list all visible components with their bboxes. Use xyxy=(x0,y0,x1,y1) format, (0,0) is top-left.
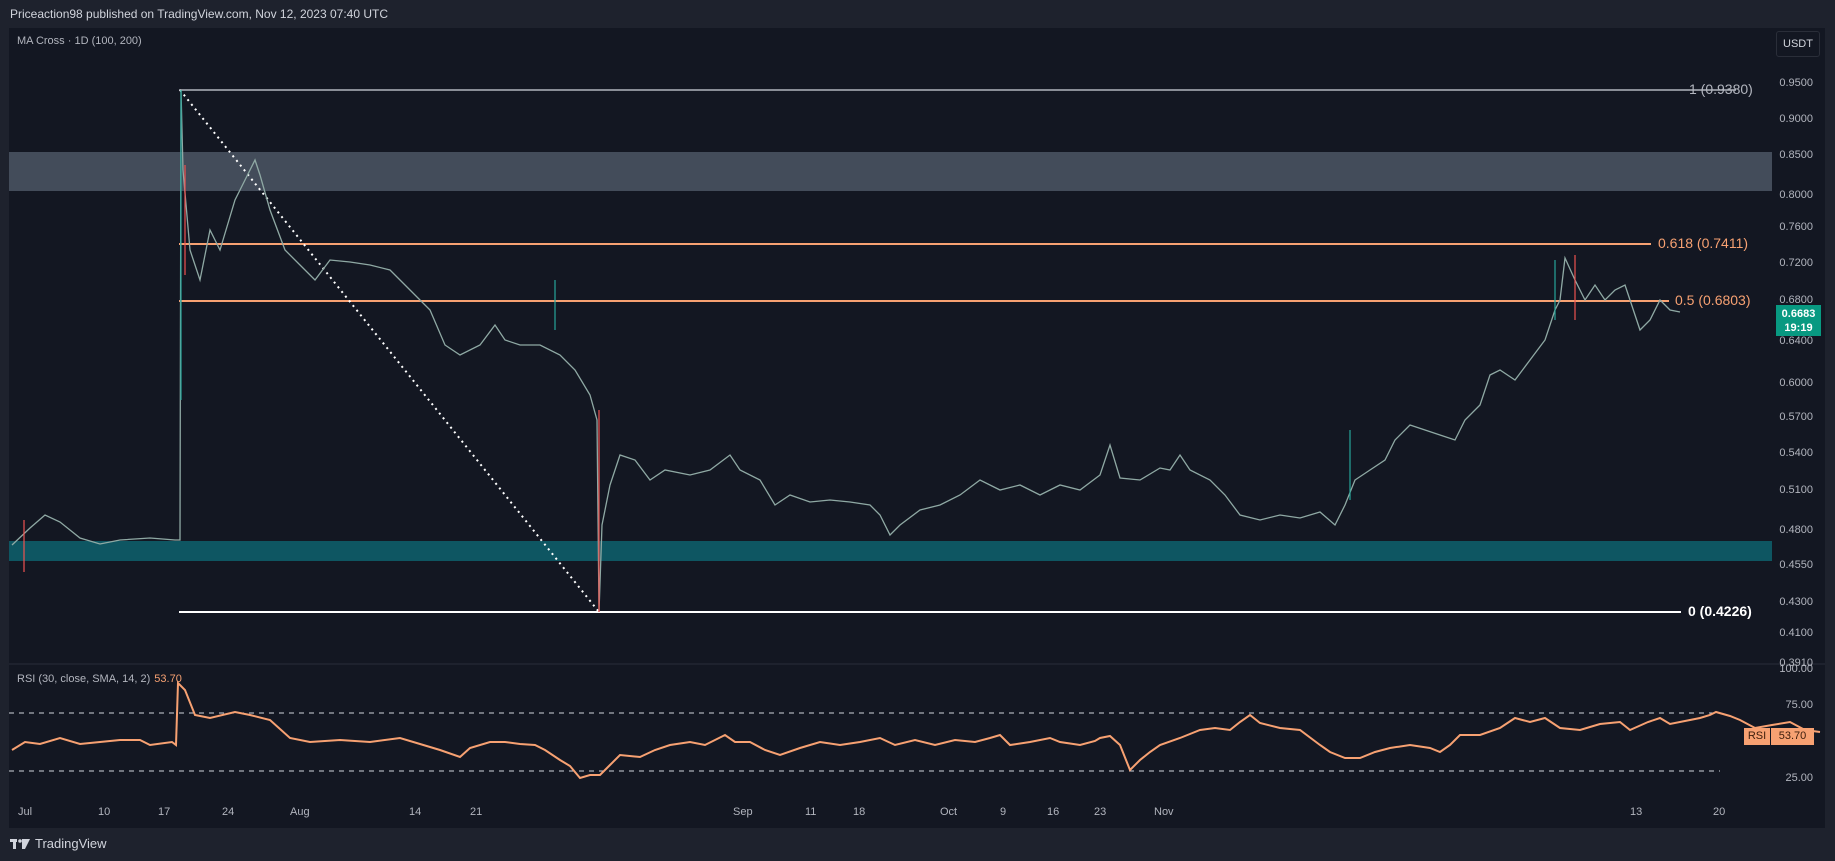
tradingview-brand[interactable]: TradingView xyxy=(10,836,107,851)
rsi-tick: 75.00 xyxy=(1785,699,1813,711)
price-tick: 0.8500 xyxy=(1779,149,1813,161)
fib-label-0: 0 (0.4226) xyxy=(1688,603,1752,619)
price-tick: 0.6400 xyxy=(1779,335,1813,347)
published-by-text: Priceaction98 published on TradingView.c… xyxy=(10,7,389,21)
price-tick: 0.4300 xyxy=(1779,596,1813,608)
fib-label-05: 0.5 (0.6803) xyxy=(1675,292,1751,308)
brand-name: TradingView xyxy=(35,836,107,851)
time-tick: Sep xyxy=(733,806,753,818)
support-zone xyxy=(9,541,1772,561)
time-tick: 18 xyxy=(853,806,866,818)
up-candles xyxy=(180,90,1556,500)
price-path xyxy=(11,89,1681,613)
price-tick: 0.5100 xyxy=(1779,484,1813,496)
price-tick: 0.7200 xyxy=(1779,257,1813,269)
time-tick: Oct xyxy=(940,806,958,818)
rsi-tag-value: 53.70 xyxy=(1771,728,1814,745)
last-price-value: 0.6683 xyxy=(1781,308,1816,320)
price-tick: 0.4100 xyxy=(1779,627,1813,639)
time-tick: 21 xyxy=(470,806,483,818)
bar-countdown: 19:19 xyxy=(1784,322,1813,334)
publish-header: Priceaction98 published on TradingView.c… xyxy=(0,0,1835,28)
rsi-legend-title: RSI (30, close, SMA, 14, 2) xyxy=(17,673,151,685)
time-tick: 17 xyxy=(158,806,171,818)
time-tick: 20 xyxy=(1713,806,1726,818)
rsi-line xyxy=(11,680,1821,780)
price-tick: 0.3910 xyxy=(1779,657,1813,669)
time-tick: 24 xyxy=(222,806,235,818)
price-tick: 0.4800 xyxy=(1779,524,1813,536)
price-tick: 0.6800 xyxy=(1779,294,1813,306)
fib-label-0618: 0.618 (0.7411) xyxy=(1658,235,1749,251)
price-tick: 0.6000 xyxy=(1779,377,1813,389)
time-tick: 16 xyxy=(1047,806,1060,818)
price-tick: 0.5400 xyxy=(1779,447,1813,459)
tradingview-logo-icon xyxy=(10,838,30,849)
chart-legend[interactable]: MA Cross · 1D (100, 200) xyxy=(17,35,142,47)
rsi-tag-label: RSI xyxy=(1744,728,1770,745)
rsi-legend-value: 53.70 xyxy=(154,673,182,685)
rsi-future-area xyxy=(1628,664,1720,789)
time-tick: Nov xyxy=(1154,806,1174,818)
price-tick: 0.8000 xyxy=(1779,189,1813,201)
time-tick: 23 xyxy=(1094,806,1107,818)
rsi-tick: 25.00 xyxy=(1785,772,1813,784)
rsi-legend[interactable]: RSI (30, close, SMA, 14, 2) 53.70 xyxy=(17,673,182,685)
time-tick: Jul xyxy=(18,806,33,818)
time-tick: 14 xyxy=(409,806,422,818)
time-tick: 10 xyxy=(98,806,111,818)
time-tick: Aug xyxy=(290,806,310,818)
price-tick: 0.5700 xyxy=(1779,411,1813,423)
price-tick: 0.7600 xyxy=(1779,221,1813,233)
price-tick: 0.9000 xyxy=(1779,113,1813,125)
price-tick: 0.9500 xyxy=(1779,77,1813,89)
time-tick: 11 xyxy=(805,806,817,818)
resistance-zone xyxy=(9,152,1772,191)
rsi-tick: 100.00 xyxy=(1779,663,1813,675)
time-tick: 13 xyxy=(1630,806,1643,818)
currency-button[interactable]: USDT xyxy=(1776,31,1820,57)
fib-label-1: 1 (0.9380) xyxy=(1689,81,1753,97)
time-tick: 9 xyxy=(1000,806,1007,818)
price-tick: 0.4550 xyxy=(1779,559,1813,571)
down-candles xyxy=(23,165,1576,612)
last-price-tag: 0.6683 19:19 xyxy=(1776,305,1821,336)
